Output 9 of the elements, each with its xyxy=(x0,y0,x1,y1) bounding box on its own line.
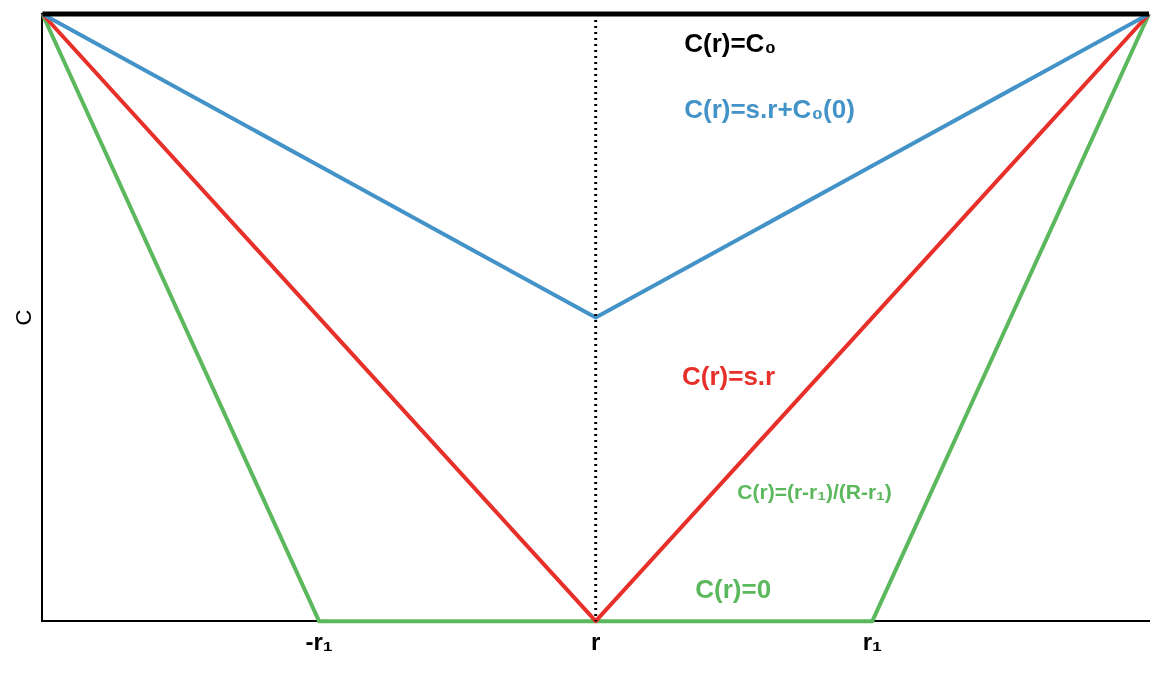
annotation: C(r)=s.r+C₀(0) xyxy=(684,94,855,125)
annotation: C(r)=0 xyxy=(695,574,772,605)
annotation: C(r)=s.r xyxy=(682,361,776,392)
annotation: C(r)=C₀ xyxy=(684,27,777,58)
annotation: C(r)=(r-r₁)/(R-r₁) xyxy=(737,480,892,504)
x-tick-label: -r₁ xyxy=(305,628,333,656)
x-tick-label: r xyxy=(591,628,601,656)
y-axis-title: C xyxy=(11,309,37,326)
x-tick-label: r₁ xyxy=(862,628,883,656)
